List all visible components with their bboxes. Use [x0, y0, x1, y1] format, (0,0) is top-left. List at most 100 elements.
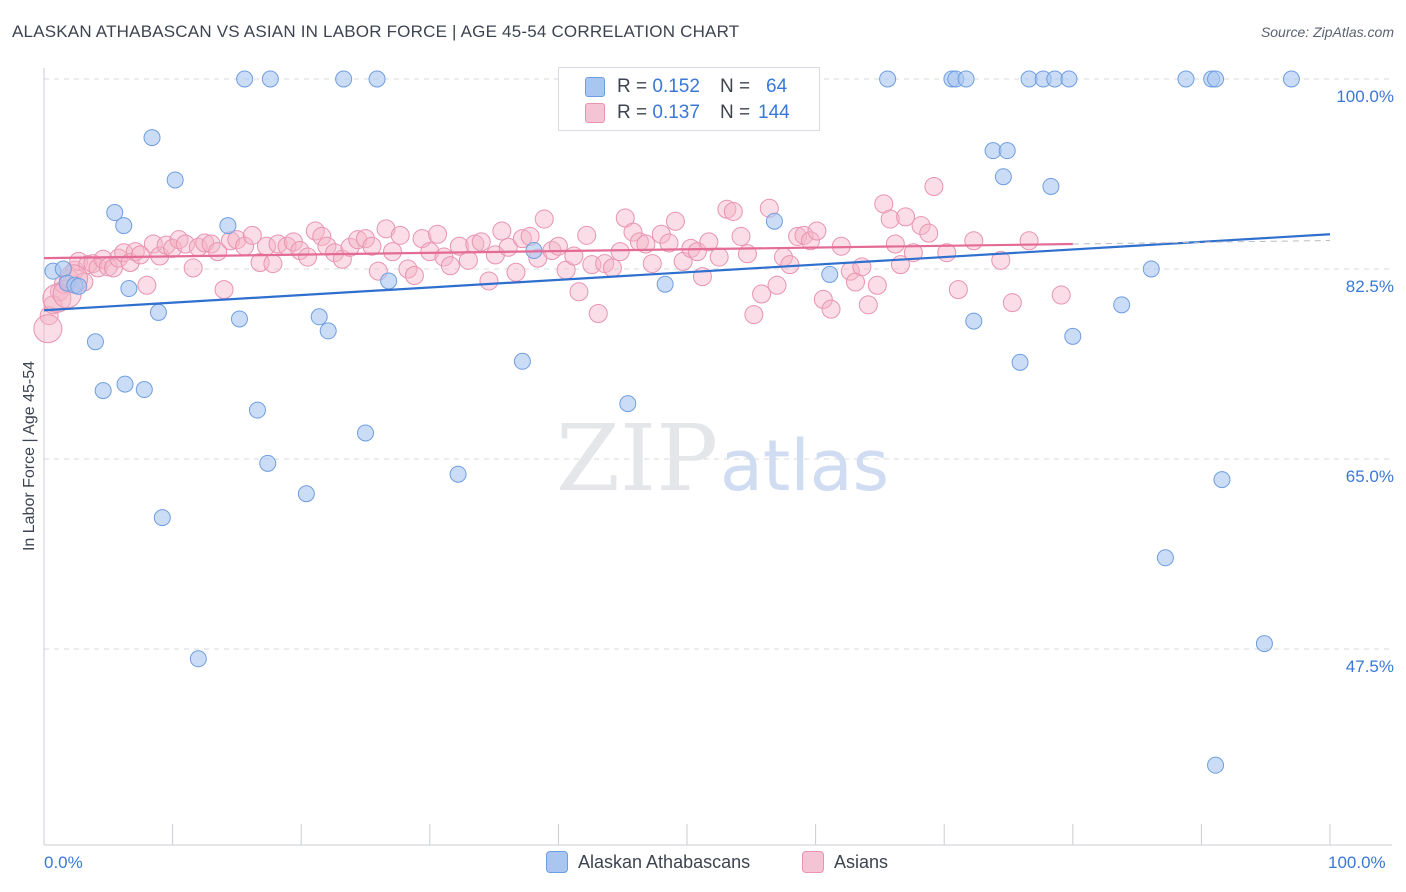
asian-point	[642, 254, 662, 274]
legend-n-label: N =	[719, 102, 751, 123]
asian-point	[340, 237, 360, 257]
asian-point	[440, 256, 460, 276]
asian-point	[858, 295, 878, 315]
asian-point	[183, 258, 203, 278]
asian-point	[744, 305, 764, 325]
asian-point	[752, 284, 772, 304]
asian-point	[479, 271, 499, 291]
asian-point	[506, 262, 526, 282]
asian-point	[699, 232, 719, 252]
alaskan-point	[153, 509, 171, 527]
asian-point	[348, 230, 368, 250]
alaskan-point	[54, 260, 72, 278]
alaskan-point	[994, 168, 1012, 186]
asian-point	[813, 289, 833, 309]
legend-swatch-pink	[585, 103, 605, 123]
legend-swatch-pink	[802, 851, 824, 873]
y-tick-label: 47.5%	[1345, 657, 1394, 676]
alaskan-point	[879, 70, 897, 88]
asian-point	[610, 242, 630, 262]
asian-point	[924, 176, 944, 196]
legend-swatch-blue	[546, 851, 568, 873]
series-asians	[33, 176, 1071, 344]
asian-point	[305, 221, 325, 241]
asian-point	[885, 234, 905, 254]
alaskan-trend-line	[43, 233, 1331, 312]
asian-point	[636, 234, 656, 254]
asian-point	[33, 314, 63, 344]
legend-item-alaskan[interactable]: Alaskan Athabascans	[546, 851, 750, 873]
gridlines	[44, 78, 1392, 650]
asian-point	[867, 275, 887, 295]
asian-point	[242, 225, 262, 245]
axes	[43, 68, 1392, 846]
alaskan-point	[259, 454, 277, 472]
alaskan-point	[120, 280, 138, 298]
asian-point	[794, 225, 814, 245]
alaskan-point	[149, 303, 167, 321]
x-tick-label-min: 0.0%	[44, 853, 83, 872]
asian-point	[800, 231, 820, 251]
asian-point	[919, 223, 939, 243]
alaskan-point	[319, 322, 337, 340]
alaskan-point	[94, 382, 112, 400]
alaskan-point	[1156, 549, 1174, 567]
alaskan-point	[116, 375, 134, 393]
asian-point	[903, 243, 923, 263]
asian-point	[821, 299, 841, 319]
asian-point	[991, 250, 1011, 270]
alaskan-point	[1113, 296, 1131, 314]
alaskan-point	[143, 129, 161, 147]
legend-swatch-blue	[585, 77, 605, 97]
asian-point	[780, 255, 800, 275]
asian-point	[298, 247, 318, 267]
asian-point	[449, 236, 469, 256]
alaskan-point	[135, 381, 153, 399]
asian-point	[577, 225, 597, 245]
alaskan-point	[957, 70, 975, 88]
alaskan-point	[86, 333, 104, 351]
alaskan-point	[310, 308, 328, 326]
asian-point	[731, 226, 751, 246]
alaskan-point	[656, 275, 674, 293]
asian-point	[492, 221, 512, 241]
alaskan-point	[513, 352, 531, 370]
legend-r-label: R =	[617, 102, 648, 123]
alaskan-point	[335, 70, 353, 88]
watermark-atlas: atlas	[720, 425, 889, 507]
alaskan-point	[1207, 756, 1225, 774]
asian-point	[390, 225, 410, 245]
watermark: ZIP atlas	[556, 405, 889, 512]
asian-point	[534, 209, 554, 229]
asian-point	[130, 245, 150, 265]
asian-point	[588, 304, 608, 324]
asian-point	[201, 234, 221, 254]
asian-point	[383, 242, 403, 262]
asian-trend-line	[43, 242, 1073, 260]
asian-point	[548, 236, 568, 256]
alaskan-point	[1177, 70, 1195, 88]
legend-item-asians[interactable]: Asians	[802, 851, 888, 873]
alaskan-point	[1046, 70, 1064, 88]
alaskan-point	[236, 70, 254, 88]
asian-point	[665, 211, 685, 231]
asian-point	[227, 230, 247, 250]
alaskan-point	[619, 395, 637, 413]
legend-n-value: 144	[758, 102, 790, 123]
asian-point	[404, 266, 424, 286]
asian-trend-extension	[1072, 240, 1331, 245]
alaskan-point	[965, 312, 983, 330]
series-alaskan-athabascans	[44, 70, 1300, 774]
alaskan-point	[1213, 471, 1231, 489]
asian-point	[723, 201, 743, 221]
asian-point	[175, 234, 195, 254]
alaskan-point	[230, 310, 248, 328]
alaskan-point	[380, 272, 398, 290]
alaskan-point	[998, 142, 1016, 160]
alaskan-point	[449, 465, 467, 483]
correlation-legend: R = 0.152 N = 64 R = 0.137 N = 144	[558, 67, 820, 131]
alaskan-point	[166, 171, 184, 189]
alaskan-point	[70, 277, 88, 295]
alaskan-point	[1064, 327, 1082, 345]
alaskan-point	[261, 70, 279, 88]
